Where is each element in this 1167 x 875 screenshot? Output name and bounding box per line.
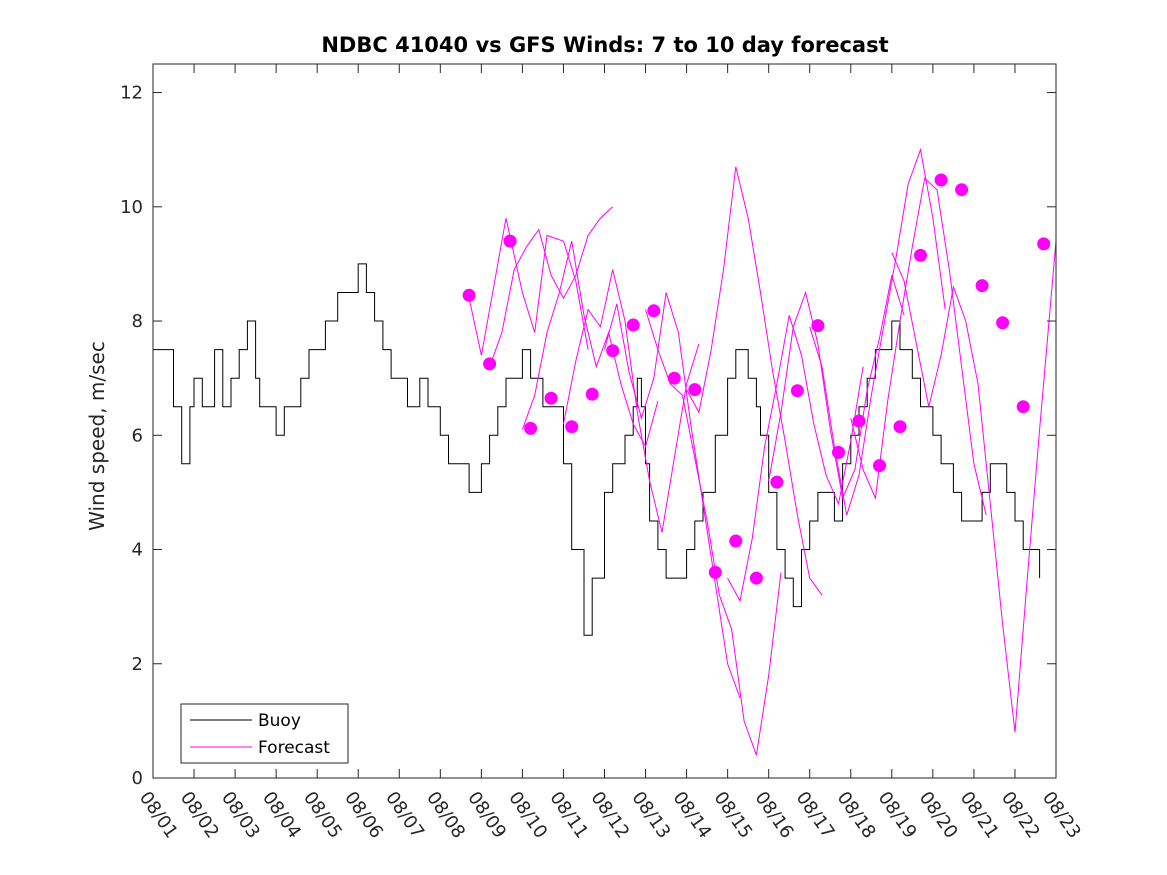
x-tick-label: 08/10 <box>504 788 551 843</box>
forecast-line-1 <box>468 218 589 356</box>
buoy-line <box>153 263 1041 636</box>
y-tick-label: 6 <box>132 425 143 446</box>
x-tick-label: 08/18 <box>833 788 880 843</box>
forecast-line-7 <box>686 166 823 596</box>
y-tick-label: 2 <box>132 654 143 675</box>
plot-area-frame <box>152 63 1057 779</box>
forecast-marker-15 <box>749 571 763 585</box>
chart-title: NDBC 41040 vs GFS Winds: 7 to 10 day for… <box>321 33 888 57</box>
forecast-marker-2 <box>483 357 497 371</box>
x-tick-label: 08/13 <box>627 788 674 843</box>
x-tick-label: 08/17 <box>792 788 839 843</box>
y-tick-label: 12 <box>120 83 143 104</box>
x-tick-label: 08/20 <box>915 788 962 843</box>
forecast-marker-22 <box>893 420 907 434</box>
forecast-marker-26 <box>975 279 989 293</box>
forecast-marker-24 <box>934 173 948 187</box>
x-tick-label: 08/16 <box>751 788 798 843</box>
x-tick-label: 08/23 <box>1038 788 1085 843</box>
y-tick-label: 0 <box>132 768 143 789</box>
forecast-marker-19 <box>832 445 845 459</box>
legend-box <box>180 703 349 764</box>
y-tick-label: 10 <box>120 197 143 218</box>
x-tick-label: 08/09 <box>463 788 510 843</box>
forecast-marker-29 <box>1037 237 1051 251</box>
forecast-line-5 <box>604 292 741 699</box>
forecast-marker-9 <box>626 318 640 332</box>
forecast-marker-25 <box>955 183 969 197</box>
forecast-line-6 <box>645 309 782 756</box>
x-tick-label: 08/02 <box>176 788 223 843</box>
forecast-marker-16 <box>770 475 784 489</box>
x-tick-label: 08/19 <box>874 788 921 843</box>
forecast-marker-17 <box>790 384 804 398</box>
forecast-line-2 <box>489 206 614 367</box>
forecast-marker-18 <box>811 319 825 333</box>
forecast-line-4 <box>563 269 700 533</box>
x-tick-label: 08/06 <box>340 788 387 843</box>
legend-buoy-label: Buoy <box>258 711 301 731</box>
forecast-series <box>468 147 1057 756</box>
y-axis: 0 2 4 6 8 10 12 <box>120 83 1056 789</box>
forecast-line-9 <box>768 275 905 500</box>
forecast-marker-13 <box>708 565 722 579</box>
forecast-marker-7 <box>585 387 599 401</box>
forecast-marker-1 <box>462 288 476 302</box>
x-tick-label: 08/22 <box>997 788 1044 843</box>
y-axis-label: Wind speed, m/sec <box>85 341 109 531</box>
forecast-marker-4 <box>524 421 538 435</box>
x-tick-label: 08/04 <box>258 788 305 843</box>
forecast-marker-12 <box>688 383 702 397</box>
forecast-line-12 <box>891 241 1057 733</box>
x-tick-label: 08/05 <box>299 788 346 843</box>
legend: Buoy Forecast <box>180 703 349 764</box>
forecast-marker-21 <box>873 459 886 473</box>
x-tick-label: 08/21 <box>956 788 1003 843</box>
forecast-marker-23 <box>914 248 927 262</box>
y-tick-label: 8 <box>132 311 143 332</box>
forecast-marker-11 <box>667 371 681 385</box>
forecast-marker-27 <box>996 316 1010 330</box>
x-tick-label: 08/12 <box>586 788 633 843</box>
forecast-marker-5 <box>544 391 558 405</box>
forecast-marker-10 <box>647 304 661 318</box>
forecast-marker-14 <box>729 534 743 548</box>
legend-forecast-label: Forecast <box>258 738 330 758</box>
forecast-marker-20 <box>852 414 866 428</box>
x-tick-label: 08/11 <box>545 788 592 843</box>
forecast-line-11 <box>850 177 987 516</box>
forecast-marker-3 <box>503 234 517 248</box>
forecast-marker-6 <box>565 420 579 434</box>
x-tick-label: 08/01 <box>135 788 182 843</box>
forecast-markers <box>462 173 1051 585</box>
x-tick-label: 08/15 <box>710 788 757 843</box>
forecast-marker-8 <box>606 344 620 358</box>
x-tick-label: 08/07 <box>381 788 428 843</box>
x-tick-label: 08/03 <box>217 788 264 843</box>
x-tick-label: 08/14 <box>668 788 715 843</box>
y-tick-label: 4 <box>132 540 143 561</box>
forecast-marker-28 <box>1016 400 1030 414</box>
forecast-line-10 <box>809 147 946 516</box>
x-tick-label: 08/08 <box>422 788 469 843</box>
forecast-line-3 <box>521 240 659 449</box>
buoy-series <box>153 263 1041 636</box>
forecast-line-8 <box>727 315 864 603</box>
